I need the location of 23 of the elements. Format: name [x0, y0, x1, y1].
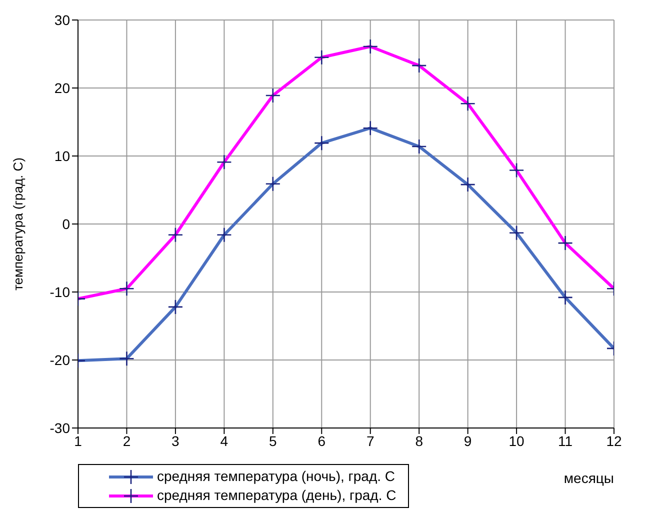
x-tick-label: 12: [606, 432, 622, 449]
y-tick-label: 30: [54, 12, 70, 28]
x-tick-label: 3: [172, 432, 180, 449]
x-tick-label: 10: [508, 432, 525, 449]
x-tick-label: 6: [318, 432, 326, 449]
x-tick-label: 1: [74, 432, 82, 449]
x-tick-label: 2: [122, 432, 131, 449]
y-tick-label: 20: [54, 80, 70, 96]
x-tick-label: 5: [269, 432, 278, 449]
y-tick-label: -10: [50, 284, 70, 300]
y-axis-title: температура (град. С): [10, 157, 26, 291]
x-tick-label: 11: [558, 432, 573, 449]
x-tick-label: 4: [220, 432, 228, 449]
y-tick-label: -20: [50, 352, 70, 368]
y-tick-label: 10: [54, 148, 70, 164]
legend-label: средняя температура (день), град. С: [157, 486, 396, 505]
y-tick-label: 0: [62, 216, 70, 232]
x-axis-title: месяцы: [564, 470, 614, 486]
x-tick-label: 9: [464, 432, 472, 449]
x-tick-label: 8: [415, 432, 424, 449]
legend-label: средняя температура (ночь), град. С: [157, 467, 396, 486]
x-tick-label: 7: [366, 432, 374, 449]
y-tick-label: -30: [50, 420, 70, 436]
